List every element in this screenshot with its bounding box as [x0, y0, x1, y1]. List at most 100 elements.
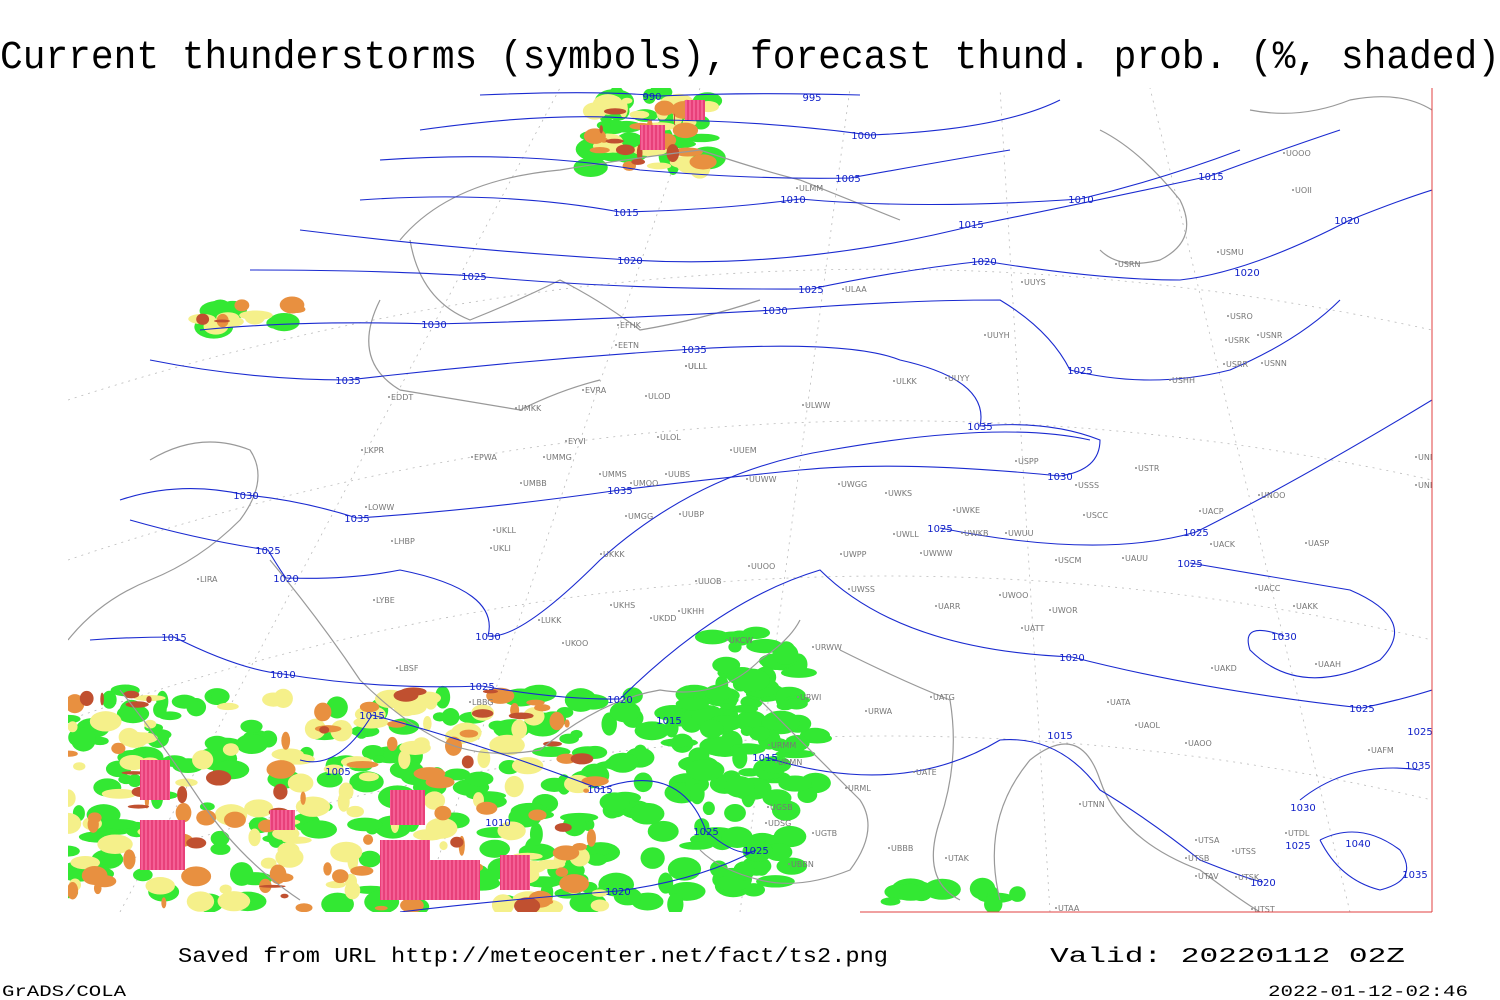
- probability-shade: [529, 822, 543, 846]
- station-code: URML: [848, 784, 871, 793]
- probability-shade: [439, 841, 448, 851]
- probability-shade: [564, 688, 597, 712]
- probability-shade: [471, 709, 494, 718]
- probability-shade: [133, 868, 153, 882]
- probability-shade: [101, 788, 137, 799]
- station-code: EVRA: [585, 386, 607, 395]
- coastline: [699, 699, 869, 884]
- probability-shade: [127, 804, 150, 809]
- station-dot: [1122, 557, 1124, 559]
- station-code: UMMS: [602, 470, 627, 479]
- isobar: [249, 189, 1432, 290]
- probability-shade: [540, 777, 568, 792]
- probability-shade: [158, 711, 182, 721]
- probability-shade: [181, 866, 212, 887]
- probability-shade: [559, 874, 590, 894]
- valid-time: Valid: 20220112 02Z: [1050, 946, 1405, 969]
- station-code: UASP: [1308, 539, 1329, 548]
- station-code: USMU: [1220, 248, 1244, 257]
- station-dot: [391, 540, 393, 542]
- probability-shade: [123, 849, 136, 870]
- station-code: UKHH: [681, 607, 704, 616]
- probability-shade: [629, 110, 650, 119]
- station-dot: [599, 473, 601, 475]
- station-dot: [1232, 850, 1234, 852]
- probability-shade: [621, 97, 633, 104]
- station-code: URWA: [868, 707, 893, 716]
- isobar: [299, 129, 1341, 263]
- isobar: [129, 431, 1091, 637]
- station-code: UTNN: [1082, 800, 1105, 809]
- station-dot: [490, 547, 492, 549]
- station-dot: [1185, 857, 1187, 859]
- probability-shade: [450, 836, 464, 848]
- station-code: LHBP: [394, 537, 415, 546]
- station-dot: [197, 578, 199, 580]
- station-dot: [848, 588, 850, 590]
- probability-shade: [479, 839, 511, 858]
- probability-shade: [461, 755, 474, 769]
- station-code: USTR: [1138, 464, 1160, 473]
- station-code: USRN: [1118, 260, 1140, 269]
- probability-shade: [423, 791, 446, 810]
- probability-shade: [778, 775, 812, 792]
- station-dot: [893, 533, 895, 535]
- parallel: [68, 420, 1432, 561]
- probability-shade: [273, 688, 293, 709]
- probability-shade: [398, 749, 411, 770]
- station-dot: [650, 617, 652, 619]
- station-dot: [1055, 559, 1057, 561]
- station-dot: [765, 822, 767, 824]
- probability-shade: [217, 702, 239, 711]
- isobar-label: 1025: [1177, 559, 1202, 570]
- station-code: USRK: [1228, 336, 1250, 345]
- isobar-label: 995: [802, 93, 821, 104]
- isobar-label: 1025: [469, 682, 494, 693]
- isobar-label: 1030: [1047, 472, 1072, 483]
- station-code: UAKD: [1214, 664, 1237, 673]
- station-dot: [582, 389, 584, 391]
- probability-shade: [269, 864, 287, 885]
- station-code: USSS: [1078, 481, 1099, 490]
- probability-shade: [287, 773, 314, 793]
- coastline: [399, 149, 901, 241]
- probability-shade: [732, 668, 770, 692]
- station-code: LBBG: [472, 698, 494, 707]
- probability-shade: [724, 776, 755, 798]
- probability-shade: [740, 725, 754, 737]
- probability-shade: [186, 837, 207, 849]
- probability-shade: [70, 727, 96, 752]
- probability-shade: [266, 760, 296, 779]
- station-dot: [1107, 701, 1109, 703]
- probability-shade: [646, 162, 672, 170]
- station-dot: [562, 642, 564, 644]
- probability-shade: [534, 704, 551, 712]
- isobar-label: 1020: [1234, 268, 1259, 279]
- station-dot: [1292, 189, 1294, 191]
- probability-shade: [73, 762, 86, 771]
- probability-shade: [300, 820, 338, 839]
- station-code: ULOL: [660, 433, 681, 442]
- isobar: [764, 739, 1264, 883]
- probability-shade: [323, 764, 344, 774]
- probability-shade: [742, 840, 773, 862]
- station-code: UOOO: [1286, 149, 1311, 158]
- probability-shade: [358, 772, 379, 782]
- isobar-label: 1020: [617, 256, 642, 267]
- station-dot: [1015, 460, 1017, 462]
- probability-shade: [762, 789, 792, 807]
- probability-shade: [70, 855, 100, 870]
- source-url: Saved from URL http://meteocenter.net/fa…: [178, 946, 888, 969]
- station-dot: [678, 610, 680, 612]
- station-dot: [520, 482, 522, 484]
- probability-shade: [350, 866, 374, 876]
- station-dot: [812, 646, 814, 648]
- station-code: UUBS: [668, 470, 690, 479]
- isobar-label: 1035: [344, 514, 369, 525]
- station-code: UTSB: [1188, 854, 1209, 863]
- isobar-label: 1010: [1068, 195, 1093, 206]
- probability-shade: [528, 809, 547, 821]
- probability-shade: [177, 786, 188, 804]
- station-code: USNR: [1260, 331, 1283, 340]
